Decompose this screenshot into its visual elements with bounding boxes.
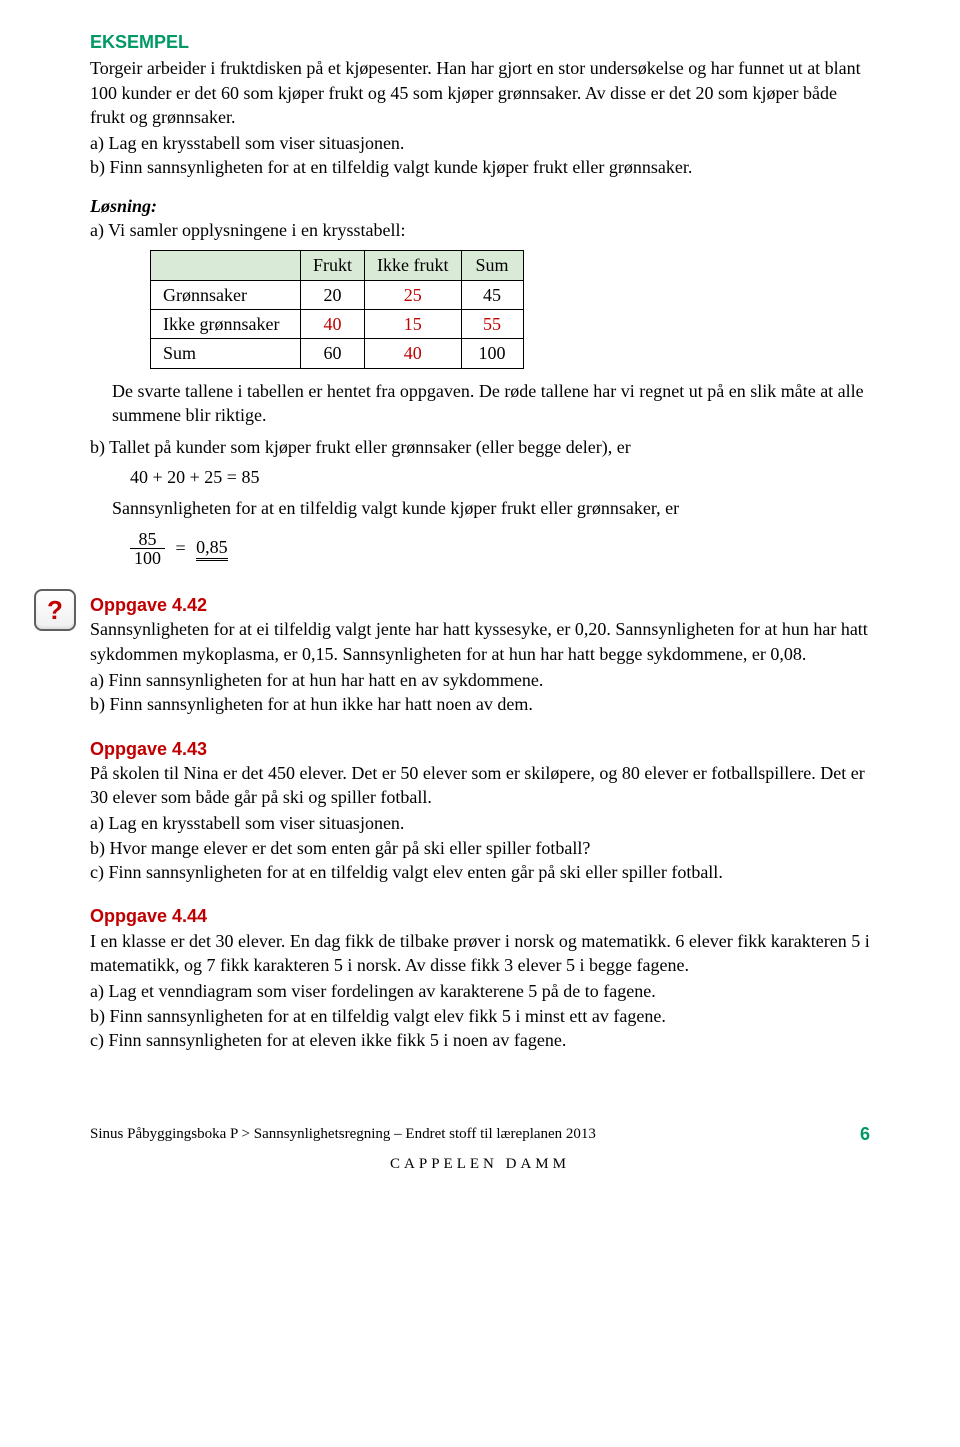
- eksempel-item-a: a) Lag en krysstabell som viser situasjo…: [90, 131, 870, 155]
- th-sum: Sum: [461, 251, 523, 280]
- oppgave-444-a: a) Lag et venndiagram som viser fordelin…: [90, 979, 870, 1003]
- footer-breadcrumb: Sinus Påbyggingsboka P > Sannsynlighetsr…: [90, 1124, 596, 1144]
- solution-b-intro: b) Tallet på kunder som kjøper frukt ell…: [90, 435, 870, 459]
- oppgave-442-b: b) Finn sannsynligheten for at hun ikke …: [90, 692, 870, 716]
- solution-b-fraction: 85 100 = 0,85: [130, 530, 228, 567]
- cell: 60: [301, 339, 365, 368]
- table-row: Ikke grønnsaker 40 15 55: [151, 309, 524, 338]
- help-icon[interactable]: ?: [34, 589, 76, 631]
- solution-a-note: De svarte tallene i tabellen er hentet f…: [112, 379, 870, 428]
- th-blank: [151, 251, 301, 280]
- publisher-logo: CAPPELEN DAMM: [90, 1154, 870, 1174]
- page-number: 6: [860, 1122, 870, 1146]
- oppgave-442-heading: Oppgave 4.42: [90, 593, 870, 617]
- fraction-num: 85: [130, 530, 165, 549]
- cell: 45: [461, 280, 523, 309]
- table-row: Sum 60 40 100: [151, 339, 524, 368]
- row-label: Sum: [151, 339, 301, 368]
- cell: 40: [365, 339, 461, 368]
- oppgave-442-a: a) Finn sannsynligheten for at hun har h…: [90, 668, 870, 692]
- footer: Sinus Påbyggingsboka P > Sannsynlighetsr…: [90, 1122, 870, 1146]
- cell: 15: [365, 309, 461, 338]
- oppgave-443-c: c) Finn sannsynligheten for at en tilfel…: [90, 860, 870, 884]
- equals-sign: =: [176, 536, 186, 560]
- solution-a-intro: a) Vi samler opplysningene i en krysstab…: [90, 218, 870, 242]
- eksempel-heading: EKSEMPEL: [90, 30, 870, 54]
- oppgave-444-b: b) Finn sannsynligheten for at en tilfel…: [90, 1004, 870, 1028]
- cross-table: Frukt Ikke frukt Sum Grønnsaker 20 25 45…: [150, 250, 524, 368]
- oppgave-443-b: b) Hvor mange elever er det som enten gå…: [90, 836, 870, 860]
- table-row: Grønnsaker 20 25 45: [151, 280, 524, 309]
- row-label: Ikke grønnsaker: [151, 309, 301, 338]
- eksempel-item-b: b) Finn sannsynligheten for at en tilfel…: [90, 155, 870, 179]
- cell: 25: [365, 280, 461, 309]
- oppgave-443-a: a) Lag en krysstabell som viser situasjo…: [90, 811, 870, 835]
- oppgave-443-text: På skolen til Nina er det 450 elever. De…: [90, 761, 870, 810]
- eksempel-intro: Torgeir arbeider i fruktdisken på et kjø…: [90, 56, 870, 129]
- fraction-result: 0,85: [196, 537, 228, 561]
- solution-label: Løsning:: [90, 194, 870, 218]
- cell: 100: [461, 339, 523, 368]
- solution-b-calc1: 40 + 20 + 25 = 85: [130, 465, 870, 489]
- row-label: Grønnsaker: [151, 280, 301, 309]
- oppgave-442-text: Sannsynligheten for at ei tilfeldig valg…: [90, 617, 870, 666]
- question-mark-icon: ?: [47, 593, 63, 628]
- oppgave-444-text: I en klasse er det 30 elever. En dag fik…: [90, 929, 870, 978]
- th-ikke-frukt: Ikke frukt: [365, 251, 461, 280]
- fraction-den: 100: [130, 549, 165, 567]
- cell: 20: [301, 280, 365, 309]
- th-frukt: Frukt: [301, 251, 365, 280]
- cross-table-wrap: Frukt Ikke frukt Sum Grønnsaker 20 25 45…: [150, 250, 870, 368]
- solution-b-text2: Sannsynligheten for at en tilfeldig valg…: [112, 496, 870, 520]
- oppgave-444-c: c) Finn sannsynligheten for at eleven ik…: [90, 1028, 870, 1052]
- cell: 55: [461, 309, 523, 338]
- cell: 40: [301, 309, 365, 338]
- oppgave-443-heading: Oppgave 4.43: [90, 737, 870, 761]
- oppgave-444-heading: Oppgave 4.44: [90, 904, 870, 928]
